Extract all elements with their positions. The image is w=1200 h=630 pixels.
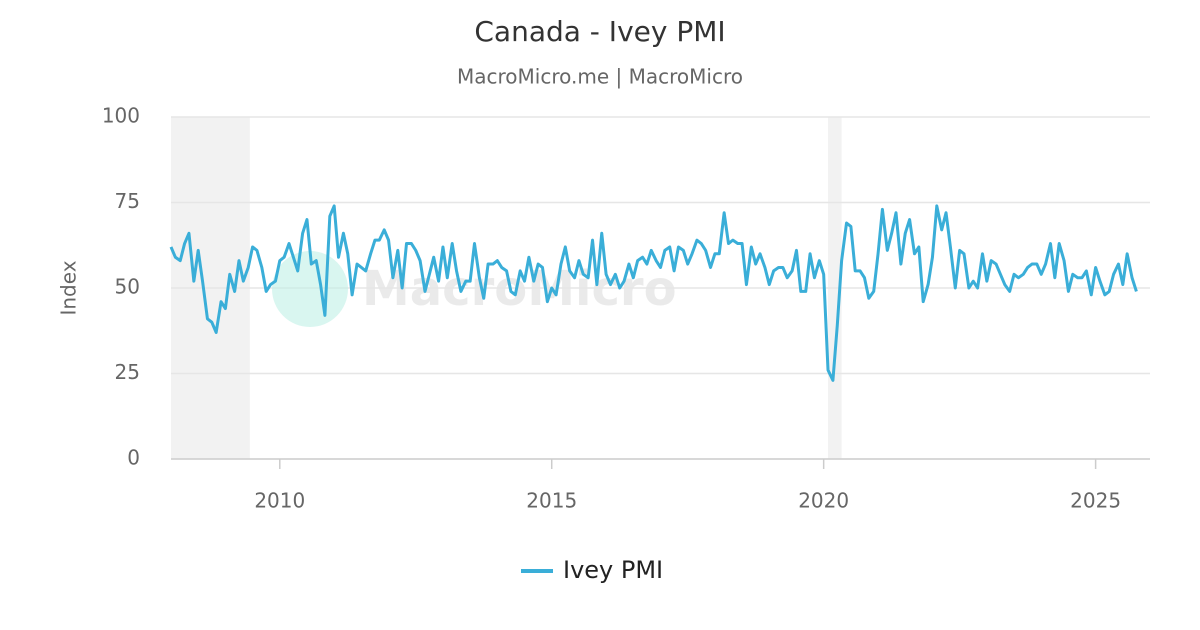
- watermark-logo: [272, 251, 348, 327]
- legend-label: Ivey PMI: [563, 556, 663, 584]
- x-tick-label: 2010: [254, 489, 305, 513]
- x-tick-label: 2025: [1070, 489, 1121, 513]
- y-tick-label: 25: [115, 360, 140, 384]
- y-tick-label: 100: [102, 104, 140, 128]
- y-tick-label: 75: [115, 189, 140, 213]
- data-line: [169, 204, 1138, 382]
- chart-title: Canada - Ivey PMI: [474, 15, 725, 48]
- y-tick-label: 50: [115, 275, 140, 299]
- y-tick-label: 0: [127, 446, 140, 470]
- chart-subtitle: MacroMicro.me | MacroMicro: [457, 65, 743, 89]
- x-tick-label: 2020: [798, 489, 849, 513]
- x-tick-label: 2015: [526, 489, 577, 513]
- y-axis-label: Index: [57, 260, 81, 315]
